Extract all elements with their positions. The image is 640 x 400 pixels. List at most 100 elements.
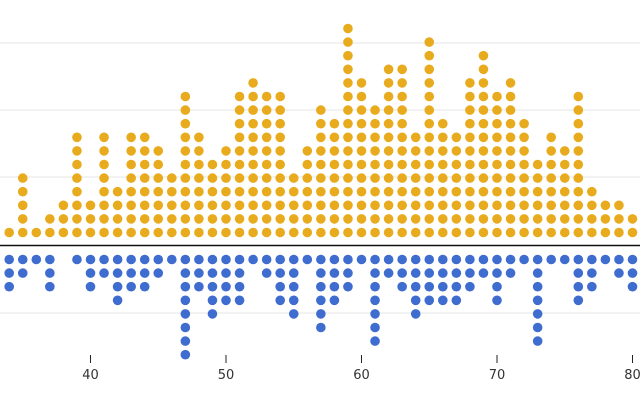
upper-dot-x63-5 (397, 173, 407, 183)
upper-dot-x56-6 (302, 159, 313, 170)
upper-dot-x66-1 (438, 227, 448, 238)
upper-dot-x57-7 (316, 146, 326, 156)
upper-dot-x45-2 (153, 214, 164, 224)
lower-dot-x59-1 (343, 254, 353, 265)
lower-dot-x57-4 (316, 295, 326, 306)
upper-dot-x69-12 (478, 78, 489, 88)
upper-dot-x45-1 (153, 227, 164, 238)
upper-dot-x52-4 (248, 186, 258, 197)
upper-dot-x39-7 (72, 146, 82, 156)
upper-dot-x51-8 (234, 132, 245, 143)
lower-dot-x61-2 (370, 268, 380, 278)
upper-dot-x42-3 (112, 200, 123, 211)
lower-dot-x64-5 (410, 309, 421, 319)
lower-dot-x47-1 (180, 254, 191, 265)
upper-dot-x71-9 (505, 118, 516, 129)
lower-dot-x35-1 (17, 254, 28, 265)
upper-dot-x64-6 (410, 159, 421, 170)
upper-dot-x43-8 (126, 132, 136, 143)
upper-dot-x57-1 (316, 227, 326, 238)
upper-dot-x49-5 (207, 173, 218, 183)
upper-dot-x43-6 (126, 159, 136, 170)
upper-dot-x57-5 (316, 173, 326, 183)
upper-dot-x39-4 (72, 186, 82, 197)
lower-dot-x48-3 (194, 281, 204, 292)
upper-dot-x78-1 (600, 227, 611, 238)
upper-dot-x79-2 (614, 214, 624, 224)
upper-dot-x51-5 (234, 173, 245, 183)
upper-dot-x57-6 (316, 159, 326, 170)
upper-dot-x48-3 (194, 200, 204, 211)
upper-dot-x65-6 (424, 159, 435, 170)
upper-dot-x72-9 (519, 118, 529, 129)
upper-dot-x62-1 (383, 227, 394, 238)
upper-dot-x35-1 (17, 227, 28, 238)
upper-dot-x69-1 (478, 227, 489, 238)
upper-dot-x67-2 (451, 214, 462, 224)
upper-dot-x53-8 (261, 132, 272, 143)
upper-dot-x41-3 (99, 200, 109, 211)
x-tick-label-50: 50 (218, 368, 235, 383)
upper-dot-x69-8 (478, 132, 489, 143)
upper-dot-x44-1 (139, 227, 150, 238)
upper-dot-x49-6 (207, 159, 218, 170)
upper-dot-x70-8 (492, 132, 502, 143)
upper-dot-x59-9 (343, 118, 353, 129)
upper-dot-x50-2 (221, 214, 231, 224)
upper-dot-x70-4 (492, 186, 502, 197)
upper-dot-x63-3 (397, 200, 407, 211)
x-tick-label-80: 80 (624, 368, 640, 383)
upper-dot-x62-9 (383, 118, 394, 129)
upper-dot-x71-8 (505, 132, 516, 143)
lower-dot-x70-1 (492, 254, 502, 265)
upper-dot-x61-3 (370, 200, 380, 211)
upper-dot-x65-5 (424, 173, 435, 183)
upper-dot-x44-2 (139, 214, 150, 224)
lower-dot-x36-1 (31, 254, 42, 265)
upper-dot-x59-10 (343, 105, 353, 115)
lower-dot-x37-1 (45, 254, 55, 265)
upper-dot-x78-3 (600, 200, 611, 211)
upper-dot-x65-14 (424, 50, 435, 61)
upper-dot-x72-6 (519, 159, 529, 170)
upper-dot-x50-5 (221, 173, 231, 183)
upper-dot-x75-1 (559, 227, 570, 238)
upper-dot-x46-1 (167, 227, 177, 238)
lower-dot-x70-3 (492, 281, 502, 292)
upper-dot-x53-6 (261, 159, 272, 170)
upper-dot-x74-5 (546, 173, 556, 183)
lower-dot-x50-4 (221, 295, 231, 306)
upper-dot-x56-2 (302, 214, 313, 224)
lower-dot-x66-2 (438, 268, 448, 278)
upper-dot-x45-5 (153, 173, 164, 183)
lower-dot-x57-1 (316, 254, 326, 265)
upper-dot-x47-9 (180, 118, 191, 129)
lower-dot-x53-1 (261, 254, 272, 265)
lower-dot-x51-1 (234, 254, 245, 265)
lower-dot-x63-1 (397, 254, 407, 265)
lower-dot-x76-4 (573, 295, 584, 306)
upper-dot-x68-1 (465, 227, 475, 238)
upper-dot-x41-7 (99, 146, 109, 156)
upper-dot-x52-7 (248, 146, 258, 156)
upper-dot-x63-13 (397, 64, 407, 75)
upper-dot-x53-2 (261, 214, 272, 224)
upper-dot-x34-1 (4, 227, 14, 238)
upper-dot-x35-4 (17, 186, 28, 197)
upper-dot-x75-4 (559, 186, 570, 197)
upper-dot-x76-10 (573, 105, 584, 115)
upper-dot-x55-5 (288, 173, 299, 183)
upper-series-dots (4, 23, 638, 238)
lower-dot-x68-3 (465, 281, 475, 292)
upper-dot-x41-2 (99, 214, 109, 224)
upper-dot-x73-5 (532, 173, 543, 183)
upper-dot-x67-4 (451, 186, 462, 197)
lower-dot-x47-7 (180, 336, 191, 346)
upper-dot-x69-9 (478, 118, 489, 129)
upper-dot-x54-6 (275, 159, 286, 170)
upper-dot-x71-3 (505, 200, 516, 211)
upper-dot-x46-3 (167, 200, 177, 211)
upper-dot-x63-6 (397, 159, 407, 170)
upper-dot-x64-2 (410, 214, 421, 224)
